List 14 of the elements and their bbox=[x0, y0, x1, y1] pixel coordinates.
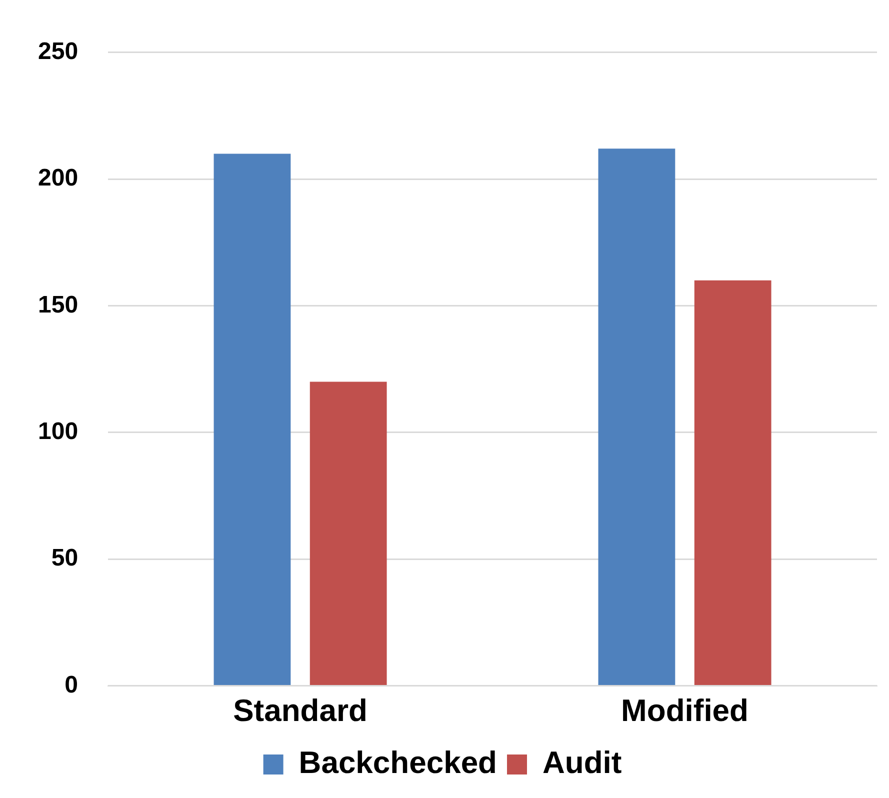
legend-label: Backchecked bbox=[298, 745, 497, 780]
y-tick-label: 100 bbox=[38, 418, 78, 446]
y-tick-label: 250 bbox=[38, 38, 78, 66]
y-tick-label: 0 bbox=[64, 671, 78, 698]
bar bbox=[694, 280, 772, 686]
legend-label: Audit bbox=[542, 745, 622, 780]
y-tick-label: 50 bbox=[51, 544, 78, 572]
y-tick-label: 150 bbox=[38, 291, 78, 318]
y-tick-label: 200 bbox=[38, 164, 78, 192]
x-tick-label: Modified bbox=[621, 692, 748, 728]
bar bbox=[214, 154, 291, 686]
x-tick-label: Standard bbox=[233, 692, 368, 728]
bar bbox=[310, 382, 387, 686]
bar bbox=[598, 148, 676, 686]
